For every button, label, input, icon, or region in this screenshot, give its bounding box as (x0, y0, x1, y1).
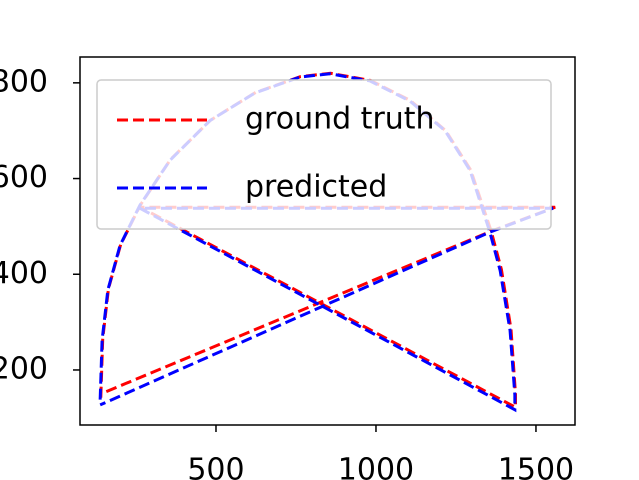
y-tick-label: 400 (0, 256, 48, 291)
x-tick-label: 1500 (498, 453, 574, 480)
x-tick-label: 500 (187, 453, 244, 480)
legend-box (96, 79, 552, 230)
y-tick-label: 600 (0, 160, 48, 195)
y-tick-label: 800 (0, 64, 48, 99)
legend-label: ground truth (245, 102, 435, 137)
axes-frame (79, 56, 576, 426)
legend-label: predicted (245, 170, 387, 205)
x-tick-label: 1000 (338, 453, 414, 480)
y-tick-label: 200 (0, 351, 48, 386)
